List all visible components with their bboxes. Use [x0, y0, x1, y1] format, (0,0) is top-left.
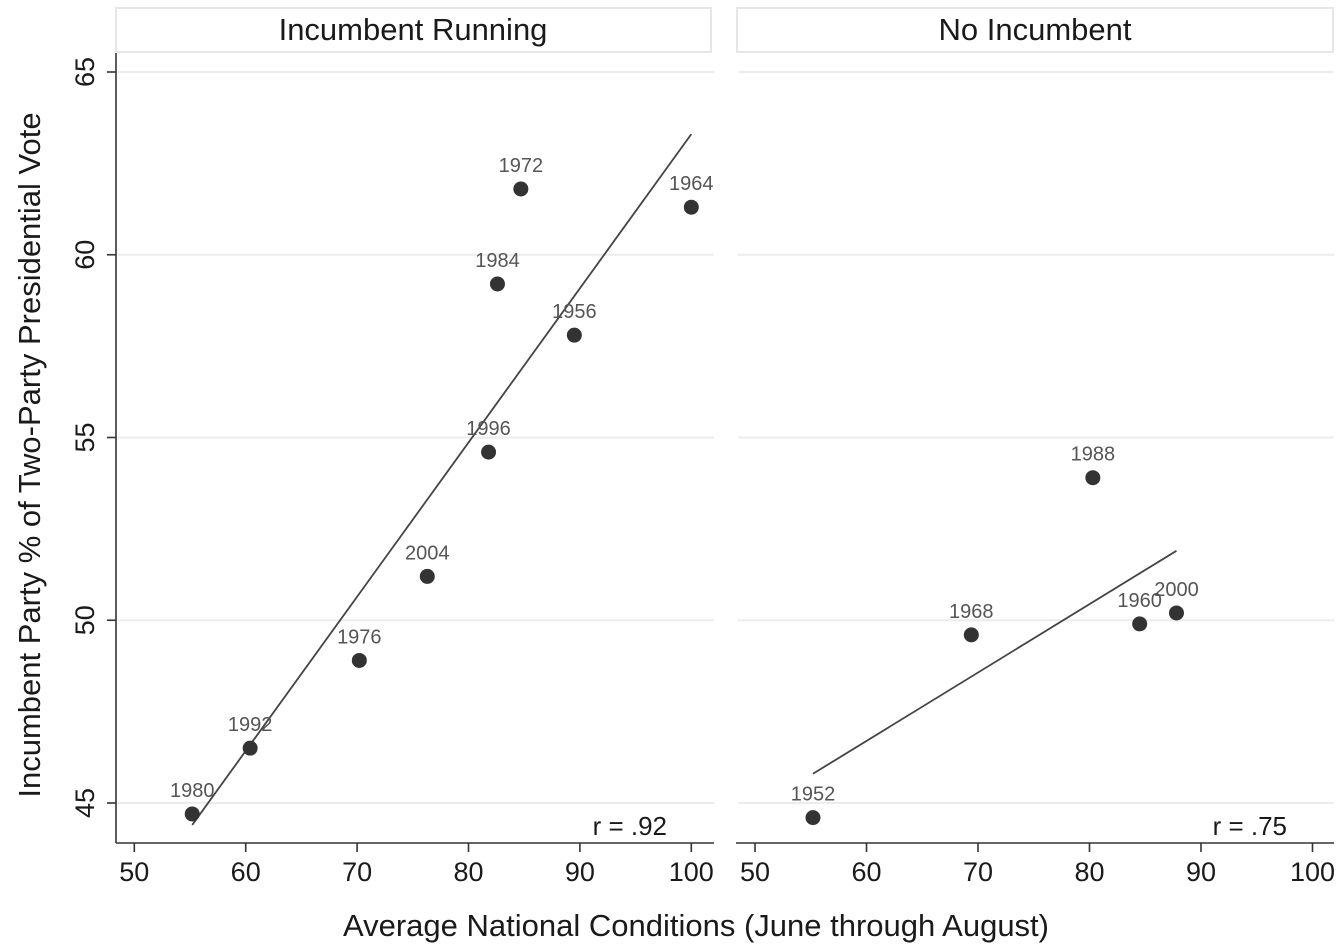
data-point-1988	[1085, 470, 1101, 486]
data-label-1976: 1976	[337, 626, 382, 648]
data-point-1976	[351, 652, 367, 668]
strip-header-left	[115, 7, 712, 53]
data-label-1968: 1968	[949, 601, 994, 623]
data-point-1952	[805, 810, 821, 826]
data-point-1992	[242, 740, 258, 756]
data-label-1988: 1988	[1071, 444, 1116, 466]
y-tick-label-50: 50	[70, 605, 100, 635]
fit-line-right	[812, 550, 1177, 775]
y-axis-title: Incumbent Party % of Two-Party President…	[12, 112, 47, 797]
data-point-1980	[184, 806, 200, 822]
panel-incumbent-running: 45 50 55 60 65 50 60 70 80 90 100 1980 1992 1976 2004 1…	[70, 53, 714, 887]
data-point-1984	[489, 276, 505, 292]
panel-title-right: No Incumbent	[939, 12, 1132, 47]
data-label-1964: 1964	[669, 173, 714, 195]
x-tick-label-right-80: 80	[1074, 857, 1104, 887]
x-tick-label-right-90: 90	[1186, 857, 1216, 887]
x-tick-label-right-70: 70	[963, 857, 993, 887]
fit-line-left	[191, 133, 693, 826]
data-point-2004	[419, 568, 435, 584]
data-label-1952: 1952	[791, 784, 836, 806]
panel-title-left: Incumbent Running	[279, 12, 548, 47]
correlation-label-left: r = .92	[593, 811, 667, 841]
data-point-1964	[683, 199, 699, 215]
y-tick-label-65: 65	[70, 57, 100, 87]
data-label-1972: 1972	[499, 155, 544, 177]
data-label-1960: 1960	[1117, 590, 1162, 612]
x-tick-label-left-90: 90	[565, 857, 595, 887]
data-point-2000	[1168, 605, 1184, 621]
data-label-1980: 1980	[170, 780, 215, 802]
data-label-2004: 2004	[405, 542, 450, 564]
data-point-1968	[963, 627, 979, 643]
correlation-label-right: r = .75	[1213, 811, 1287, 841]
y-tick-label-55: 55	[70, 422, 100, 452]
data-label-1956: 1956	[552, 301, 597, 323]
x-tick-label-left-100: 100	[669, 857, 714, 887]
data-label-1992: 1992	[228, 714, 273, 736]
x-tick-label-left-60: 60	[231, 857, 261, 887]
data-point-1972	[513, 181, 529, 197]
data-label-1996: 1996	[466, 418, 511, 440]
x-tick-label-left-80: 80	[453, 857, 483, 887]
data-point-1956	[566, 327, 582, 343]
data-point-1996	[481, 444, 497, 460]
y-tick-label-45: 45	[70, 788, 100, 818]
x-tick-label-right-100: 100	[1290, 857, 1335, 887]
x-tick-label-left-70: 70	[342, 857, 372, 887]
x-axis-title: Average National Conditions (June throug…	[343, 908, 1049, 943]
data-label-1984: 1984	[475, 250, 520, 272]
x-tick-label-right-50: 50	[740, 857, 770, 887]
data-point-1960	[1132, 616, 1148, 632]
y-tick-label-60: 60	[70, 240, 100, 270]
x-tick-label-right-60: 60	[851, 857, 881, 887]
strip-header-right	[736, 7, 1334, 53]
x-tick-label-left-50: 50	[119, 857, 149, 887]
data-label-2000: 2000	[1154, 579, 1199, 601]
